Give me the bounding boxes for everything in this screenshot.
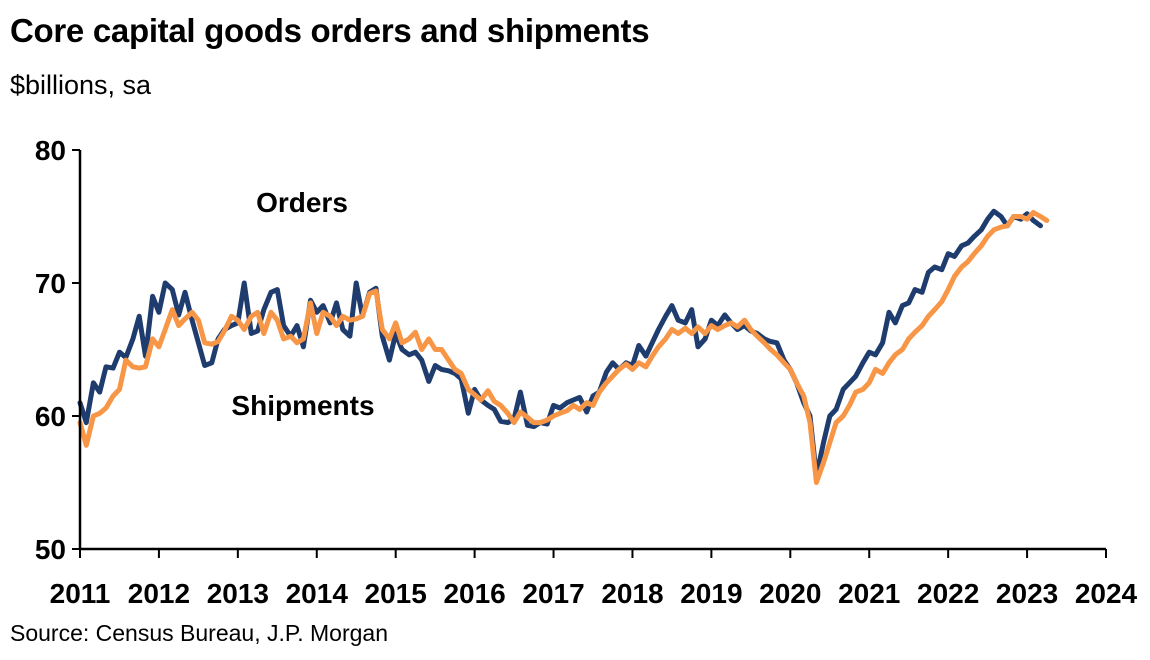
x-axis-ticks: 2011 2012 2013 2014 2015 2016 2017 2018 2019 2020… [50, 549, 1138, 609]
chart-subtitle: $billions, sa [10, 70, 152, 100]
x-tick-label: 2014 [286, 578, 349, 609]
y-axis-ticks: 50 60 70 80 [35, 135, 80, 565]
x-tick-label: 2012 [128, 578, 190, 609]
y-tick-label: 80 [35, 135, 66, 166]
x-tick-label: 2011 [50, 578, 111, 609]
x-tick-label: 2022 [917, 578, 979, 609]
x-tick-label: 2019 [680, 578, 742, 609]
x-tick-label: 2020 [759, 578, 821, 609]
series-line-shipments [77, 210, 1050, 485]
y-tick-label: 60 [35, 401, 66, 432]
x-tick-label: 2023 [996, 578, 1058, 609]
annotation-shipments: Shipments [231, 390, 374, 421]
source-note: Source: Census Bureau, J.P. Morgan [10, 620, 389, 646]
x-tick-label: 2017 [522, 578, 584, 609]
y-tick-label: 50 [35, 534, 66, 565]
series-line-orders [77, 208, 1043, 479]
chart-title: Core capital goods orders and shipments [10, 12, 650, 49]
series-layer [77, 208, 1050, 485]
x-tick-label: 2013 [207, 578, 269, 609]
x-tick-label: 2018 [601, 578, 663, 609]
x-tick-label: 2016 [443, 578, 505, 609]
x-tick-label: 2015 [365, 578, 427, 609]
x-tick-label: 2024 [1075, 578, 1138, 609]
y-tick-label: 70 [35, 268, 66, 299]
annotation-orders: Orders [256, 187, 348, 218]
x-tick-label: 2021 [838, 578, 900, 609]
